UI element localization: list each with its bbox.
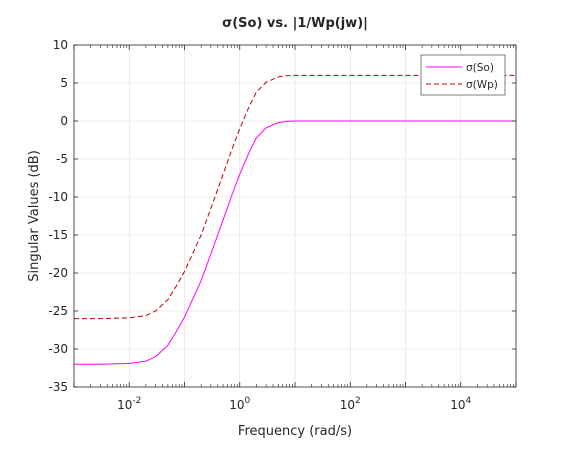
y-tick-label: -10 (48, 190, 68, 204)
series-line-so (74, 120, 516, 365)
y-tick-label: 0 (60, 114, 68, 128)
y-tick-label: 5 (60, 76, 68, 90)
y-tick-label: 10 (53, 38, 68, 52)
legend-box (420, 54, 506, 96)
chart-title: σ(So) vs. |1/Wp(jw)| (222, 16, 368, 31)
legend: σ(So) σ(Wp) (420, 54, 506, 96)
y-tick-label: -30 (48, 342, 68, 356)
y-tick-label: -35 (48, 380, 68, 394)
legend-label-so: σ(So) (466, 62, 494, 74)
x-tick-label: 10-2 (117, 396, 141, 412)
x-axis-label: Frequency (rad/s) (238, 424, 352, 439)
y-axis-label: Singular Values (dB) (27, 150, 42, 282)
x-tick-label: 104 (450, 396, 471, 412)
x-tick-label: 102 (340, 396, 361, 412)
series-group (74, 74, 516, 365)
series-line-wp (74, 74, 516, 320)
y-tick-label: -5 (56, 152, 68, 166)
tick-labels: -35 -30 -25 -20 -15 -10 -5 0 5 10 10-2 100 102 104 (48, 38, 471, 412)
x-tick-label: 100 (229, 396, 250, 412)
legend-label-wp: σ(Wp) (466, 79, 498, 91)
y-tick-label: -15 (48, 228, 68, 242)
y-tick-label: -25 (48, 304, 68, 318)
y-tick-label: -20 (48, 266, 68, 280)
ticks (73, 44, 517, 388)
